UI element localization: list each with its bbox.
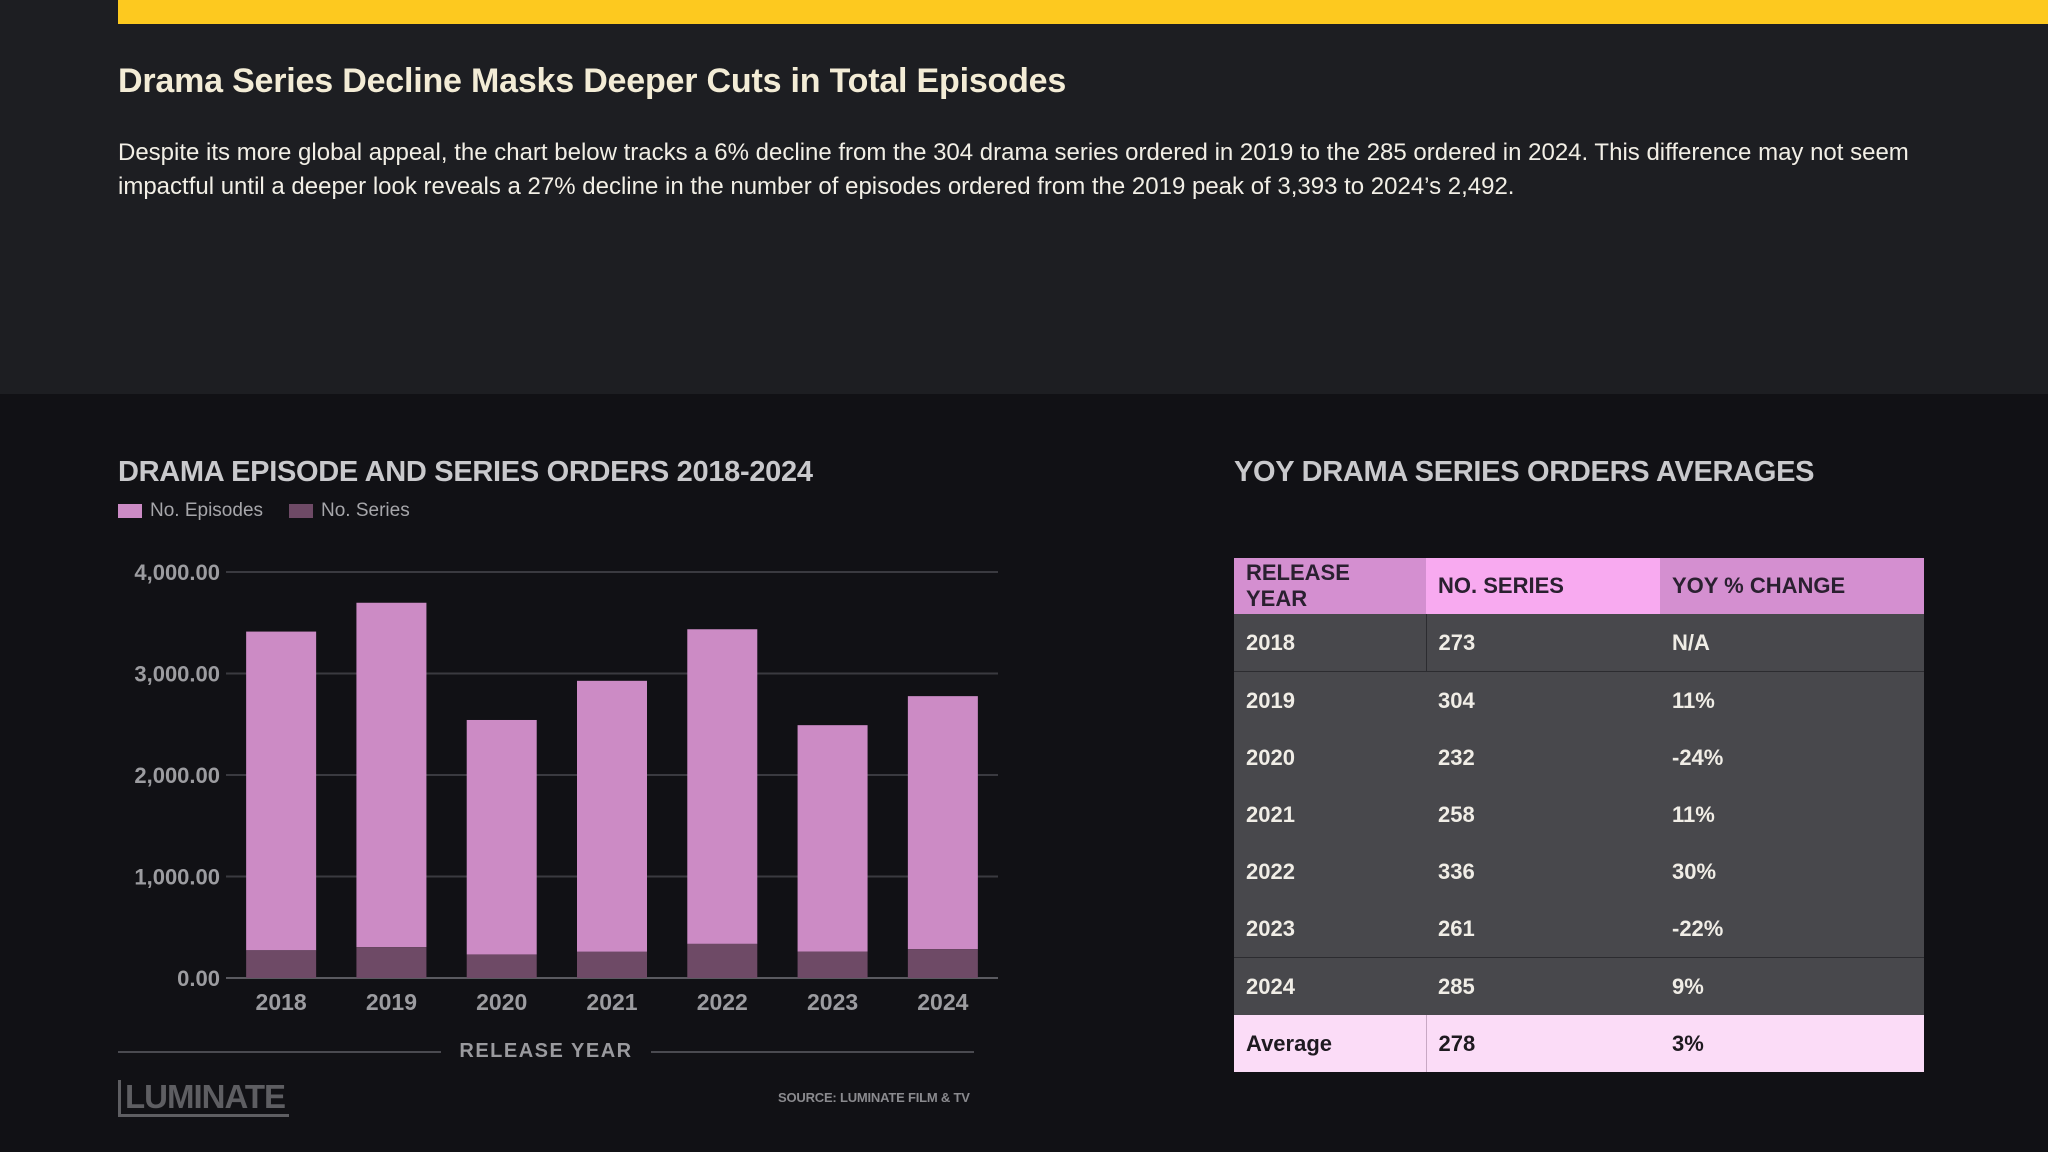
cell-year: 2022 xyxy=(1234,843,1426,900)
cell-change: 30% xyxy=(1660,843,1924,900)
bar-episodes xyxy=(246,631,317,951)
bar-episodes xyxy=(577,680,647,952)
table-header-row: RELEASE YEAR NO. SERIES YOY % CHANGE xyxy=(1234,558,1924,614)
bar-series xyxy=(466,954,537,978)
x-tick-label: 2022 xyxy=(697,989,748,1015)
bar-series xyxy=(907,949,978,978)
x-tick-label: 2020 xyxy=(476,989,527,1015)
cell-average-series: 278 xyxy=(1426,1015,1660,1072)
cell-series: 232 xyxy=(1426,729,1660,786)
bar-series xyxy=(356,947,427,978)
legend-item-episodes: No. Episodes xyxy=(118,500,263,522)
x-tick-label: 2021 xyxy=(586,989,637,1015)
legend-label-episodes: No. Episodes xyxy=(150,500,264,521)
x-axis-label: RELEASE YEAR xyxy=(459,1040,633,1062)
x-tick-label: 2024 xyxy=(917,989,968,1015)
cell-change: -22% xyxy=(1660,900,1924,958)
cell-average-label: Average xyxy=(1234,1015,1427,1072)
cell-year: 2023 xyxy=(1234,900,1426,958)
source-note: SOURCE: LUMINATE FILM & TV xyxy=(778,1090,970,1105)
legend-item-series: No. Series xyxy=(289,500,410,522)
table-row: 2018 273 N/A xyxy=(1234,614,1924,672)
bar-episodes xyxy=(687,629,758,944)
y-tick-label: 2,000.00 xyxy=(134,763,220,788)
chart-title: DRAMA EPISODE AND SERIES ORDERS 2018-202… xyxy=(118,456,813,488)
y-tick-label: 3,000.00 xyxy=(134,662,220,687)
bar-series xyxy=(797,951,868,978)
table-row: 2020 232 -24% xyxy=(1234,729,1924,786)
chart-legend: No. Episodes No. Series xyxy=(118,500,410,522)
cell-change: N/A xyxy=(1660,614,1924,672)
yoy-table: RELEASE YEAR NO. SERIES YOY % CHANGE 201… xyxy=(1234,558,1924,1072)
y-tick-label: 4,000.00 xyxy=(134,560,220,585)
x-axis-title: RELEASE YEAR xyxy=(118,1040,975,1063)
accent-bar xyxy=(118,0,2048,24)
cell-series: 261 xyxy=(1426,900,1660,958)
table-row: 2024 285 9% xyxy=(1234,957,1924,1015)
bar-series xyxy=(246,950,317,978)
header-yoy-change: YOY % CHANGE xyxy=(1660,558,1924,614)
cell-year: 2020 xyxy=(1234,729,1426,786)
page-title: Drama Series Decline Masks Deeper Cuts i… xyxy=(118,62,1067,100)
cell-series: 273 xyxy=(1426,614,1660,672)
cell-year: 2024 xyxy=(1234,957,1426,1015)
header-band xyxy=(0,0,2048,394)
cell-change: 9% xyxy=(1660,957,1924,1015)
table-row: 2019 304 11% xyxy=(1234,671,1924,729)
table-row: 2022 336 30% xyxy=(1234,843,1924,900)
bar-chart: 0.00 1,000.00 2,000.00 3,000.00 4,000.00 2018… xyxy=(134,560,998,1015)
cell-series: 258 xyxy=(1426,786,1660,843)
table-row: 2021 258 11% xyxy=(1234,786,1924,843)
cell-year: 2018 xyxy=(1234,614,1427,672)
table-title: YOY DRAMA SERIES ORDERS AVERAGES xyxy=(1234,456,1815,488)
bar-series xyxy=(577,951,647,978)
cell-average-change: 3% xyxy=(1660,1015,1924,1072)
cell-series: 304 xyxy=(1426,671,1660,729)
bar-episodes xyxy=(797,725,868,952)
header-no-series: NO. SERIES xyxy=(1426,558,1660,614)
cell-year: 2019 xyxy=(1234,671,1426,729)
x-tick-label: 2018 xyxy=(256,989,307,1015)
cell-series: 336 xyxy=(1426,843,1660,900)
cell-year: 2021 xyxy=(1234,786,1426,843)
cell-change: -24% xyxy=(1660,729,1924,786)
y-tick-label: 0.00 xyxy=(177,966,220,991)
legend-swatch-episodes xyxy=(118,504,142,518)
y-tick-label: 1,000.00 xyxy=(134,865,220,890)
axis-title-rule-right xyxy=(650,1050,975,1053)
cell-change: 11% xyxy=(1660,671,1924,729)
x-tick-label: 2019 xyxy=(366,989,417,1015)
cell-series: 285 xyxy=(1426,957,1660,1015)
bar-episodes xyxy=(356,602,427,948)
table-average-row: Average 278 3% xyxy=(1234,1015,1924,1072)
axis-title-rule-left xyxy=(118,1050,442,1053)
cell-change: 11% xyxy=(1660,786,1924,843)
bar-series xyxy=(687,943,758,978)
intro-paragraph: Despite its more global appeal, the char… xyxy=(118,139,1909,200)
luminate-logo: LUMINATE xyxy=(118,1080,290,1117)
legend-swatch-series xyxy=(289,504,314,518)
legend-label-series: No. Series xyxy=(321,500,410,521)
header-release-year: RELEASE YEAR xyxy=(1234,558,1426,614)
x-tick-label: 2023 xyxy=(807,989,858,1015)
bar-episodes xyxy=(466,719,537,955)
table-row: 2023 261 -22% xyxy=(1234,900,1924,958)
bar-episodes xyxy=(907,696,978,950)
